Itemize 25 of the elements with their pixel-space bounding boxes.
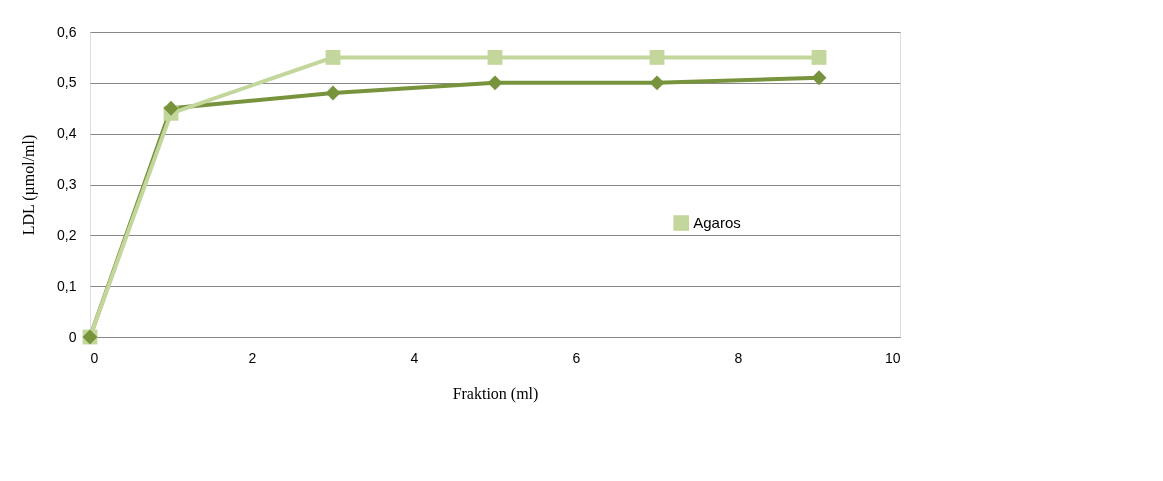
point bbox=[811, 50, 827, 65]
point bbox=[487, 50, 503, 65]
point bbox=[811, 70, 827, 86]
x-tick-label: 0 bbox=[90, 349, 99, 366]
point bbox=[163, 100, 179, 116]
y-tick-label: 0,4 bbox=[57, 125, 77, 142]
y-tick-label: 0,6 bbox=[57, 23, 77, 40]
x-tick-label: 8 bbox=[734, 349, 743, 366]
point bbox=[325, 50, 341, 65]
point bbox=[649, 50, 665, 65]
x-tick-label: 2 bbox=[248, 349, 257, 366]
y-axis-title: LDL (µmol/ml) bbox=[20, 134, 39, 236]
x-tick-label: 10 bbox=[884, 349, 901, 366]
point bbox=[487, 75, 503, 91]
point bbox=[649, 75, 665, 91]
y-tick-label: 0,3 bbox=[57, 176, 77, 192]
x-tick-label: 6 bbox=[572, 349, 581, 366]
y-tick-label: 0,5 bbox=[57, 74, 77, 91]
y-tick-label: 0,1 bbox=[57, 277, 77, 294]
y-tick-label: 0,2 bbox=[57, 226, 77, 243]
x-axis-title: Fraktion (ml) bbox=[452, 384, 539, 403]
legend-label: Agaros bbox=[693, 214, 741, 231]
y-tick-label: 0 bbox=[68, 328, 77, 345]
x-tick-label: 4 bbox=[410, 349, 419, 366]
point bbox=[325, 85, 341, 101]
